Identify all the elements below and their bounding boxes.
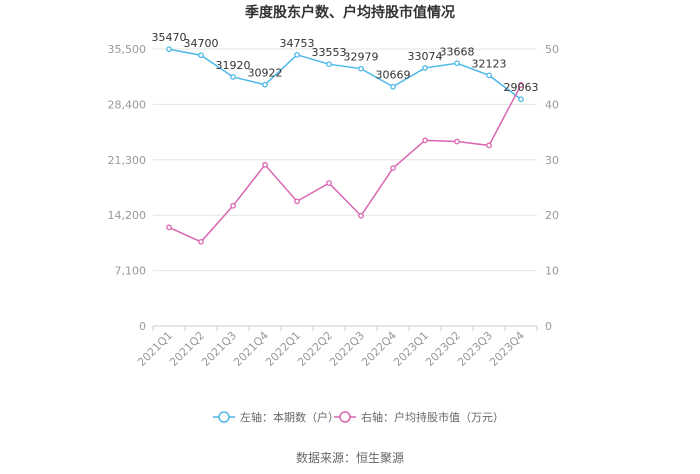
legend-label: 左轴：本期数（户） bbox=[240, 410, 339, 424]
y-right-tick-label: 30 bbox=[545, 154, 559, 167]
avg-value-point bbox=[166, 224, 172, 231]
avg-value-point bbox=[326, 180, 332, 186]
avg-value-point bbox=[358, 212, 364, 219]
avg-value-point bbox=[262, 161, 268, 168]
y-left-tick-label: 0 bbox=[139, 320, 146, 333]
holders-data-label: 32979 bbox=[344, 51, 379, 64]
holders-data-label: 30669 bbox=[376, 69, 411, 82]
legend-swatch-marker bbox=[218, 411, 230, 423]
holders-point bbox=[422, 65, 428, 71]
x-tick-label: 2023Q4 bbox=[487, 329, 527, 369]
series-line-holders bbox=[168, 48, 522, 100]
axis-layer: 0 7,100 14,200 21,300 28,400 35,500 0 10 20 30 40 5… bbox=[108, 43, 560, 369]
data-source: 数据来源：恒生聚源 bbox=[296, 450, 404, 465]
avg-value-point bbox=[454, 138, 460, 145]
holders-point bbox=[230, 74, 236, 80]
holders-point bbox=[326, 61, 332, 68]
legend-swatch-marker bbox=[339, 411, 351, 423]
holders-point bbox=[166, 46, 172, 53]
holders-data-label: 35470 bbox=[152, 31, 187, 44]
holders-point bbox=[454, 60, 460, 67]
series-layer bbox=[166, 46, 524, 245]
avg-value-point bbox=[230, 202, 236, 209]
y-left-tick-label: 28,400 bbox=[108, 98, 147, 111]
legend-item-avg-value[interactable]: 右轴：户均持股市值（万元） bbox=[334, 410, 504, 424]
grid-layer bbox=[153, 48, 537, 327]
holders-point bbox=[262, 81, 268, 88]
avg-value-point bbox=[422, 137, 428, 144]
avg-value-point bbox=[518, 82, 524, 88]
avg-value-point bbox=[294, 198, 300, 205]
y-right-tick-label: 20 bbox=[545, 209, 559, 222]
series-line-avg-value bbox=[168, 84, 522, 243]
holders-data-label: 33553 bbox=[312, 46, 347, 59]
holders-data-label: 34753 bbox=[280, 37, 315, 50]
legend-item-holders[interactable]: 左轴：本期数（户） bbox=[213, 410, 339, 424]
holders-data-label: 33074 bbox=[408, 50, 443, 63]
avg-value-point bbox=[198, 238, 204, 245]
holders-point bbox=[198, 52, 204, 59]
y-left-tick-label: 21,300 bbox=[108, 154, 147, 167]
y-right-tick-label: 50 bbox=[545, 43, 559, 56]
holders-data-label: 30922 bbox=[248, 67, 283, 80]
y-left-tick-label: 35,500 bbox=[108, 43, 147, 56]
chart-title: 季度股东户数、户均持股市值情况 bbox=[244, 4, 455, 21]
holders-data-label: 29063 bbox=[504, 81, 539, 94]
holders-point bbox=[486, 72, 492, 79]
avg-value-point bbox=[390, 165, 396, 171]
holders-point bbox=[358, 65, 364, 72]
y-left-tick-label: 14,200 bbox=[108, 209, 147, 222]
y-left-tick-label: 7,100 bbox=[115, 265, 147, 278]
holders-point bbox=[294, 51, 300, 58]
legend: 左轴：本期数（户） 右轴：户均持股市值（万元） bbox=[213, 410, 504, 424]
avg-value-point bbox=[486, 142, 492, 149]
holders-data-label: 31920 bbox=[216, 59, 251, 72]
y-right-tick-label: 0 bbox=[545, 320, 552, 333]
holders-point bbox=[518, 96, 524, 103]
holders-data-label: 33668 bbox=[440, 45, 475, 58]
legend-label: 右轴：户均持股市值（万元） bbox=[361, 410, 504, 424]
holders-data-label: 34700 bbox=[184, 37, 219, 50]
y-right-tick-label: 40 bbox=[545, 98, 559, 111]
holders-data-label: 32123 bbox=[472, 57, 507, 70]
holders-point bbox=[390, 83, 396, 90]
y-right-tick-label: 10 bbox=[545, 265, 559, 278]
